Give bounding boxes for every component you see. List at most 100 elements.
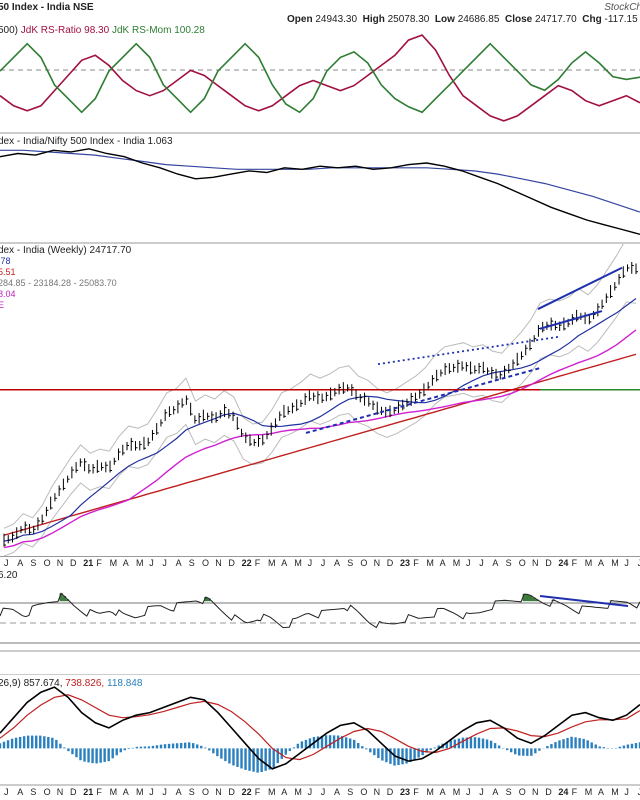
macd-histogram-bar bbox=[401, 748, 404, 765]
macd-histogram-bar bbox=[570, 736, 573, 749]
price-legend-line: 284.85 - 23184.28 - 25083.70 bbox=[0, 278, 117, 288]
macd-histogram-bar bbox=[361, 746, 364, 749]
x-axis-tick-label: 22 bbox=[241, 558, 252, 568]
rsi-overbought-fill bbox=[59, 593, 63, 602]
rs-mom-series-line bbox=[0, 42, 640, 114]
rrg-panel: 500) JdK RS-Ratio 98.30 JdK RS-Mom 100.2… bbox=[0, 22, 640, 134]
x-axis-tick-label: A bbox=[492, 787, 499, 797]
x-axis-tick-label: O bbox=[202, 558, 210, 568]
macd-histogram-bar bbox=[163, 744, 167, 749]
macd-histogram-bar bbox=[143, 746, 147, 749]
x-axis-tick-label: S bbox=[347, 787, 354, 797]
macd-histogram-bar bbox=[204, 747, 207, 749]
ratio-svg bbox=[0, 148, 640, 244]
macd-histogram-bar bbox=[115, 748, 118, 756]
macd-histogram-bar bbox=[308, 738, 312, 749]
rsi-series-line bbox=[0, 592, 640, 629]
close-label: Close bbox=[504, 14, 533, 25]
rsi-overbought-fill bbox=[525, 594, 530, 602]
x-axis-tick-label: A bbox=[122, 787, 129, 797]
macd-histogram-bar bbox=[518, 748, 521, 756]
macd-legend-hist: 118.848 bbox=[107, 678, 143, 689]
x-axis-tick-label: M bbox=[109, 787, 118, 797]
macd-histogram-bar bbox=[449, 740, 453, 749]
x-axis-tick-label: D bbox=[228, 558, 235, 568]
x-axis-tick-label: J bbox=[624, 787, 629, 797]
macd-histogram-bar bbox=[79, 748, 82, 761]
x-axis-tick-label: N bbox=[215, 558, 222, 568]
macd-histogram-bar bbox=[43, 736, 46, 749]
macd-histogram-bar bbox=[216, 748, 219, 757]
macd-svg bbox=[0, 674, 640, 786]
x-axis-tick-label: A bbox=[281, 558, 288, 568]
x-axis-tick-label: S bbox=[30, 787, 37, 797]
price-legend-line: 8.04 bbox=[0, 289, 16, 299]
macd-histogram-bar bbox=[445, 741, 448, 749]
macd-histogram-bar bbox=[248, 748, 251, 771]
macd-legend-signal: 738.826, bbox=[65, 678, 105, 689]
macd-histogram-bar bbox=[566, 737, 569, 749]
macd-histogram-bar bbox=[465, 737, 469, 749]
macd-histogram-bar bbox=[292, 747, 296, 749]
x-axis-tick-label: N bbox=[532, 558, 539, 568]
x-axis-tick-label: J bbox=[479, 558, 484, 568]
macd-histogram-bar bbox=[99, 748, 102, 763]
x-axis-tick-label: N bbox=[56, 787, 64, 797]
x-axis-tick-label: M bbox=[584, 787, 593, 797]
macd-histogram-bar bbox=[413, 748, 416, 760]
macd-histogram-bar bbox=[554, 742, 557, 749]
rsi-legend: 6.20 bbox=[0, 570, 18, 581]
macd-histogram-bar bbox=[550, 744, 553, 749]
macd-histogram-bar bbox=[514, 748, 517, 755]
macd-histogram-bar bbox=[55, 739, 58, 749]
x-axis-tick-label: F bbox=[571, 787, 578, 797]
macd-histogram-bar bbox=[18, 736, 22, 749]
macd-histogram-bar bbox=[509, 748, 513, 753]
x-axis-tick-label: S bbox=[188, 787, 195, 797]
dotted-trendline bbox=[377, 335, 561, 366]
macd-histogram-bar bbox=[63, 747, 66, 749]
macd-histogram-bar bbox=[252, 748, 255, 772]
x-axis-tick-label: M bbox=[294, 787, 302, 797]
macd-histogram-bar bbox=[35, 735, 38, 749]
x-axis-tick-label: A bbox=[598, 558, 605, 568]
x-axis-tick-label: O bbox=[360, 558, 368, 568]
price-legend-line: E bbox=[0, 300, 5, 310]
rsi-overbought-fill bbox=[529, 595, 533, 602]
rsi-overbought-fill bbox=[532, 597, 536, 602]
chart-title: 50 Index - India NSE bbox=[0, 2, 94, 13]
macd-histogram-bar bbox=[31, 735, 34, 749]
macd-histogram-bar bbox=[208, 748, 211, 751]
macd-histogram-bar bbox=[348, 738, 352, 749]
macd-histogram-bar bbox=[485, 739, 489, 749]
macd-histogram-bar bbox=[284, 748, 287, 755]
x-axis-tick-label: J bbox=[466, 787, 471, 797]
x-axis-tick-label: N bbox=[532, 787, 539, 797]
macd-histogram-bar bbox=[47, 737, 50, 749]
x-axis-tick-label: F bbox=[254, 787, 261, 797]
dashed-support-trendline bbox=[305, 367, 541, 434]
macd-histogram-bar bbox=[538, 748, 541, 751]
macd-histogram-bar bbox=[10, 738, 14, 749]
price-legend: dex - India (Weekly) 24717.70 .785.51284… bbox=[0, 245, 131, 311]
macd-histogram-bar bbox=[268, 748, 271, 770]
macd-histogram-bar bbox=[594, 744, 597, 749]
ratio-series-line bbox=[0, 148, 640, 235]
macd-histogram-bar bbox=[373, 748, 376, 756]
x-axis-tick-label: A bbox=[334, 558, 341, 568]
macd-histogram-bar bbox=[546, 746, 549, 749]
x-axis-tick-label: A bbox=[17, 787, 24, 797]
macd-histogram-bar bbox=[179, 742, 183, 749]
macd-histogram-bar bbox=[0, 743, 2, 749]
x-axis-tick-label: M bbox=[584, 558, 593, 568]
rrg-svg bbox=[0, 34, 640, 134]
macd-histogram-bar bbox=[381, 748, 384, 761]
x-axis-tick-label: A bbox=[334, 787, 341, 797]
channel-lower-line bbox=[539, 310, 603, 330]
open-value: 24943.30 bbox=[315, 14, 358, 25]
macd-histogram-bar bbox=[75, 748, 78, 758]
macd-histogram-bar bbox=[232, 748, 235, 766]
x-axis-tick-label: M bbox=[611, 558, 619, 568]
x-axis-tick-label: J bbox=[624, 558, 629, 568]
ma-long-line bbox=[3, 353, 637, 536]
